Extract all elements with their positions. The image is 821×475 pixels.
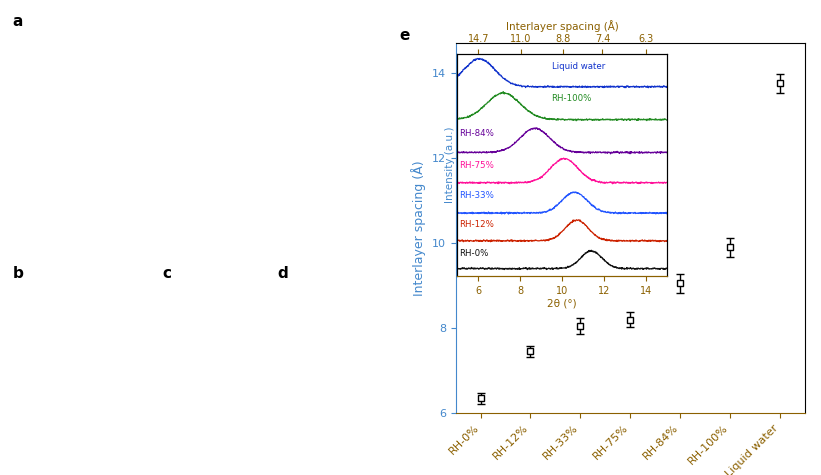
Text: d: d [277, 266, 288, 281]
Text: a: a [13, 14, 23, 29]
Y-axis label: Interlayer spacing (Å): Interlayer spacing (Å) [411, 160, 426, 296]
Text: b: b [13, 266, 24, 281]
Text: c: c [163, 266, 172, 281]
X-axis label: Interlayer spacing (Å): Interlayer spacing (Å) [506, 20, 618, 32]
Text: e: e [400, 28, 410, 43]
